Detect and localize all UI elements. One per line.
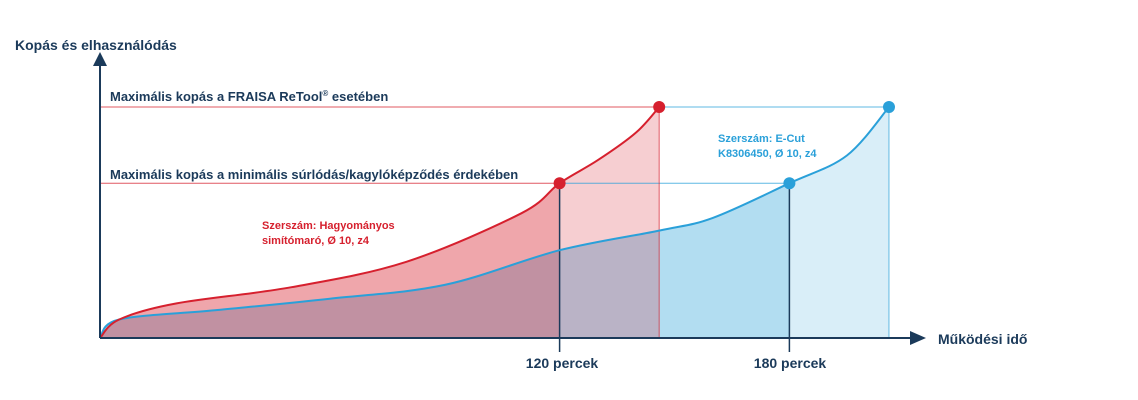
conventional-curve xyxy=(99,106,660,339)
level-label-retool: Maximális kopás a FRAISA ReTool® esetébe… xyxy=(110,89,388,104)
x-tick-label-180: 180 percek xyxy=(754,355,827,371)
series-label-conventional: Szerszám: Hagyományos simítómaró, Ø 10, … xyxy=(262,220,398,247)
conventional-marker-max xyxy=(653,101,666,113)
y-axis-arrow xyxy=(93,52,107,66)
series-label-ecut: Szerszám: E-Cut K8306450, Ø 10, z4 xyxy=(718,133,817,160)
x-axis-title: Működési idő xyxy=(938,331,1027,347)
y-axis-title: Kopás és elhasználódás xyxy=(15,37,177,53)
x-tick-label-120: 120 percek xyxy=(526,355,599,371)
ecut-marker-max xyxy=(882,101,895,113)
ecut-area-fill xyxy=(100,183,790,338)
level-label-min-friction: Maximális kopás a minimális súrlódás/kag… xyxy=(110,167,518,182)
conventional-marker-limit xyxy=(553,177,566,190)
ecut-curve xyxy=(99,106,890,339)
conventional-area-fill xyxy=(100,183,560,338)
ecut-area-fill-light xyxy=(789,107,889,338)
x-axis-arrow xyxy=(910,331,926,345)
ecut-marker-limit xyxy=(783,177,796,190)
conventional-area-fill-light xyxy=(559,107,660,338)
